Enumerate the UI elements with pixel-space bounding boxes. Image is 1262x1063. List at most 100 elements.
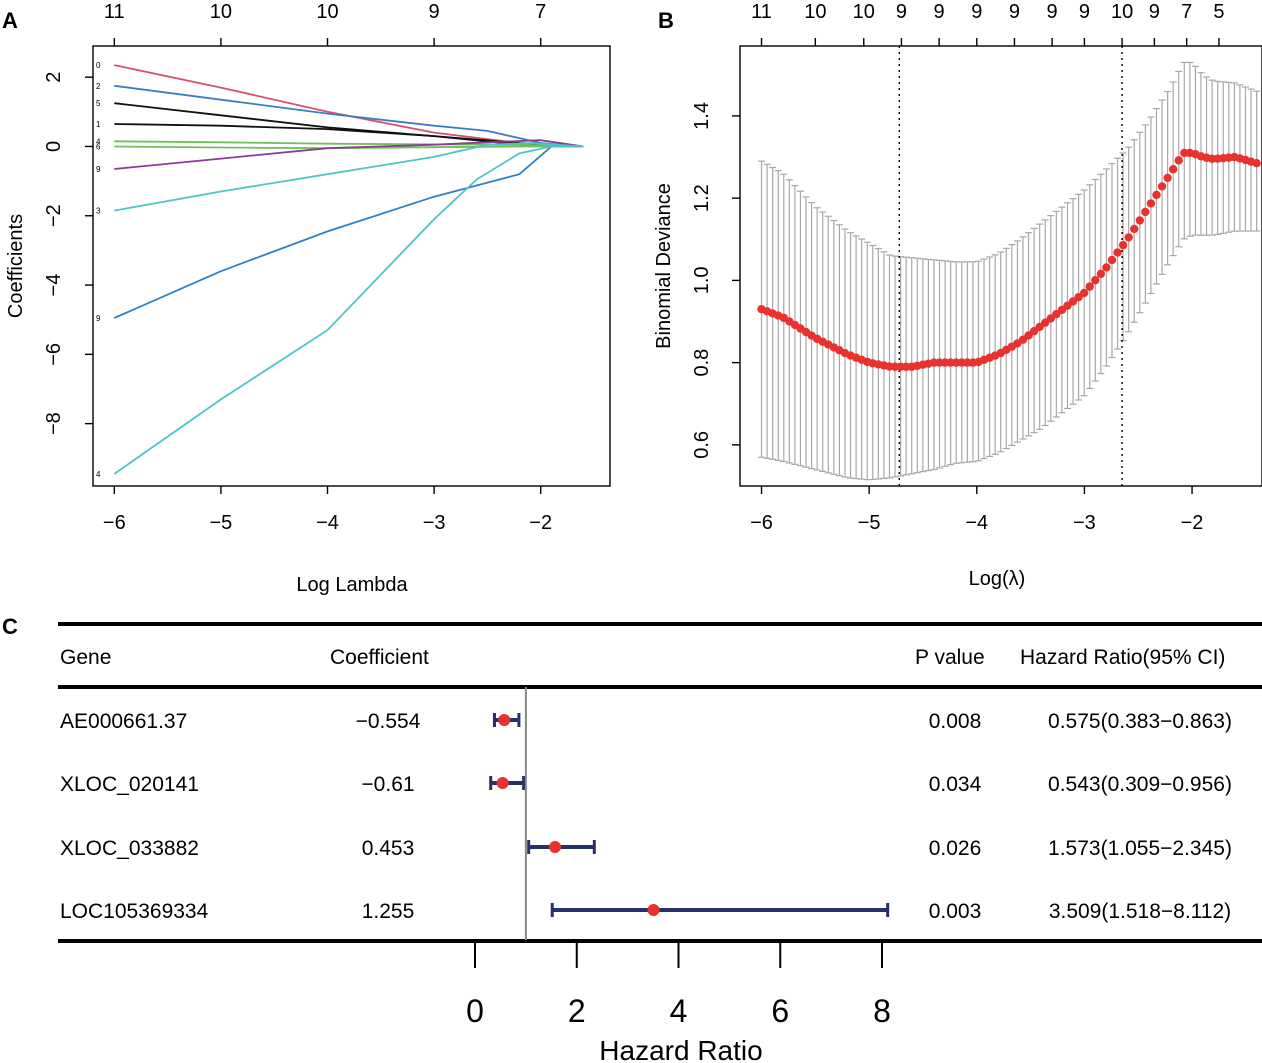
b-toptick-label: 9 (1009, 1, 1020, 23)
panel-b-errorbars (758, 61, 1261, 481)
b-xtick-label: −3 (1073, 512, 1096, 534)
panel-b-ticks: −6 −5 −4 −3 −20.60.81.01.21.411 10 10 9 9 9 9 9 9 10 9… (691, 1, 1225, 534)
a-series-label: 5 (96, 99, 101, 108)
b-point (1252, 158, 1261, 168)
b-ytick-label: 1.0 (691, 266, 713, 294)
b-point (1135, 216, 1144, 225)
a-ytick-label: −4 (43, 274, 65, 297)
row-hazard-ratio: 0.543(0.309−0.956) (1048, 773, 1232, 796)
b-toptick-label: 9 (1047, 1, 1058, 23)
row-gene: XLOC_020141 (60, 773, 199, 796)
a-ytick-label: 0 (43, 141, 65, 152)
a-toptick-label: 10 (210, 1, 232, 23)
b-point (1141, 207, 1150, 217)
b-toptick-label: 9 (1079, 1, 1090, 23)
b-point (1113, 248, 1122, 257)
hazard-point (496, 777, 509, 789)
a-toptick-label: 10 (316, 1, 338, 23)
b-xtick-label: −2 (1181, 512, 1204, 534)
b-toptick-label: 11 (751, 1, 772, 23)
row-hazard-ratio: 1.573(1.055−2.345) (1048, 837, 1232, 860)
row-coefficient: −0.554 (356, 710, 421, 733)
forest-plot (489, 687, 890, 941)
hazard-point (647, 904, 660, 916)
a-xtick-label: −4 (316, 512, 339, 534)
a-xtick-label: −6 (103, 512, 126, 534)
b-point (1168, 165, 1178, 174)
b-toptick-label: 10 (1111, 1, 1133, 23)
b-point (1124, 233, 1133, 242)
b-toptick-label: 10 (853, 1, 875, 23)
a-series-line (114, 145, 584, 150)
panel-letter-c: C (2, 614, 18, 639)
a-series-line (114, 84, 584, 148)
row-p-value: 0.026 (929, 837, 982, 860)
b-point (1152, 190, 1161, 200)
a-toptick-label: 11 (104, 1, 125, 23)
row-hazard-ratio: 0.575(0.383−0.863) (1048, 710, 1232, 733)
a-series-line (114, 140, 584, 148)
a-toptick-label: 7 (535, 1, 546, 23)
b-point (1157, 182, 1167, 191)
a-series-label: 0 (96, 61, 101, 70)
panel-letter-a: A (2, 8, 18, 33)
panel-letter-b: B (658, 8, 674, 33)
b-toptick-label: 9 (896, 1, 907, 23)
forest-xlabel: Hazard Ratio (599, 1035, 762, 1063)
forest-tick-label: 8 (873, 993, 891, 1029)
forest-tick-label: 4 (670, 993, 688, 1029)
a-series-label: 2 (96, 82, 101, 91)
a-xtick-label: −3 (423, 512, 446, 534)
forest-tick-label: 6 (771, 993, 789, 1029)
b-point (1085, 282, 1094, 291)
b-point (1174, 156, 1183, 165)
panel-a-xlabel: Log Lambda (296, 574, 408, 596)
hazard-point (498, 714, 511, 726)
b-point (1096, 269, 1106, 279)
b-ytick-label: 0.6 (691, 431, 713, 459)
b-toptick-label: 7 (1181, 1, 1192, 23)
row-p-value: 0.034 (929, 773, 982, 796)
b-xtick-label: −6 (750, 512, 773, 534)
a-ytick-label: −6 (43, 343, 65, 366)
header-coefficient: Coefficient (330, 646, 429, 669)
row-p-value: 0.008 (929, 710, 982, 733)
a-ytick-label: −8 (43, 412, 65, 435)
a-ytick-label: −2 (43, 204, 65, 227)
b-toptick-label: 9 (1149, 1, 1160, 23)
b-xtick-label: −5 (858, 512, 881, 534)
row-coefficient: −0.61 (361, 773, 414, 796)
b-point (1107, 255, 1117, 265)
a-series-line (114, 64, 584, 148)
a-xtick-label: −2 (529, 512, 552, 534)
header-hazard-ratio: Hazard Ratio(95% CI) (1020, 646, 1225, 669)
b-ytick-label: 0.8 (691, 349, 713, 377)
a-ytick-label: 2 (43, 72, 65, 83)
a-series-label: 3 (96, 207, 101, 216)
a-series-line (114, 139, 584, 170)
row-coefficient: 1.255 (362, 900, 415, 923)
a-series-line (113, 145, 584, 475)
a-series-label: 6 (96, 142, 101, 151)
panel-a-coefficient-path: −6 −5 −4 −3 −220−2−4−6−811 10 10 9 7 0251469394 … (5, 1, 611, 596)
b-toptick-label: 9 (971, 1, 982, 23)
b-toptick-label: 9 (934, 1, 945, 23)
panel-a-ylabel: Coefficients (5, 214, 27, 318)
panel-b-points (757, 148, 1261, 371)
b-ytick-label: 1.4 (691, 102, 713, 130)
panel-a-plot-box (92, 45, 611, 487)
b-point (1091, 276, 1100, 285)
row-gene: XLOC_033882 (60, 837, 199, 860)
panel-c-forest-table: Gene Coefficient P value Hazard Ratio(95… (58, 622, 1262, 1063)
b-point (1102, 263, 1111, 272)
a-series-label: 9 (96, 165, 101, 174)
b-toptick-label: 10 (804, 1, 826, 23)
b-xtick-label: −4 (965, 512, 988, 534)
panel-b-plot-box (739, 45, 1262, 487)
b-point (1118, 240, 1128, 250)
header-p-value: P value (915, 646, 985, 669)
panel-b-ylabel: Binomial Deviance (653, 183, 675, 349)
a-toptick-label: 9 (429, 1, 440, 23)
